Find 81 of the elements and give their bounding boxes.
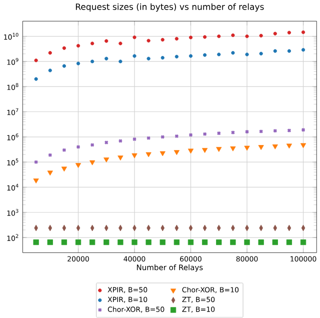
point: [48, 68, 52, 72]
point: [132, 240, 138, 246]
point: [33, 178, 39, 184]
point: [188, 148, 194, 154]
point: [300, 240, 306, 246]
point: [90, 160, 96, 166]
point: [75, 163, 82, 168]
point: [160, 240, 166, 246]
point: [202, 240, 208, 246]
point: [203, 35, 207, 39]
point: [188, 36, 193, 40]
point: [174, 240, 180, 246]
point: [104, 39, 108, 44]
point: [48, 51, 52, 55]
point: [301, 30, 306, 34]
point: [188, 54, 193, 58]
point: [230, 240, 236, 246]
point: [216, 240, 222, 246]
point: [61, 240, 67, 246]
point: [273, 32, 277, 36]
point: [216, 147, 222, 152]
point: [286, 240, 292, 246]
point: [90, 42, 94, 46]
point: [118, 240, 124, 246]
point: [118, 156, 124, 161]
point: [104, 158, 110, 163]
point: [217, 34, 221, 38]
point: [245, 34, 249, 38]
point: [47, 240, 53, 246]
point: [287, 31, 291, 35]
point: [132, 154, 138, 158]
point: [231, 51, 235, 55]
point: [62, 64, 66, 68]
point: [174, 37, 178, 41]
point: [146, 240, 152, 246]
point: [132, 54, 136, 58]
point: [258, 145, 264, 150]
point: [202, 148, 208, 154]
point: [62, 46, 66, 50]
point: [146, 39, 150, 43]
point: [75, 240, 82, 246]
point: [90, 60, 94, 64]
point: [217, 52, 221, 56]
chart-title: Request sizes (in bytes) vs number of relays: [76, 4, 264, 12]
point: [146, 56, 150, 61]
point: [47, 170, 53, 176]
point: [160, 151, 166, 156]
point: [244, 146, 250, 151]
point: [33, 240, 39, 246]
point: [132, 36, 136, 40]
point: [300, 143, 306, 148]
point: [104, 56, 108, 61]
point: [76, 44, 80, 48]
point: [259, 52, 263, 56]
point: [174, 55, 178, 59]
point: [34, 77, 38, 82]
point: [61, 166, 67, 172]
point: [286, 144, 292, 149]
point: [301, 48, 306, 52]
point: [104, 240, 110, 246]
point: [188, 240, 194, 246]
point: [34, 58, 38, 62]
point: [90, 240, 96, 246]
point: [231, 34, 235, 38]
point: [230, 146, 236, 152]
point: [146, 152, 152, 158]
point: [245, 52, 249, 56]
point: [258, 240, 264, 246]
point: [259, 34, 263, 38]
point: [174, 150, 180, 156]
point: [160, 38, 164, 42]
point: [203, 53, 207, 58]
point: [244, 240, 250, 246]
point: [287, 49, 291, 54]
point: [273, 49, 277, 54]
point: [160, 56, 164, 60]
point: [76, 62, 80, 66]
point: [272, 240, 278, 246]
point: [118, 60, 122, 64]
point: [118, 42, 122, 46]
point: [272, 144, 278, 150]
